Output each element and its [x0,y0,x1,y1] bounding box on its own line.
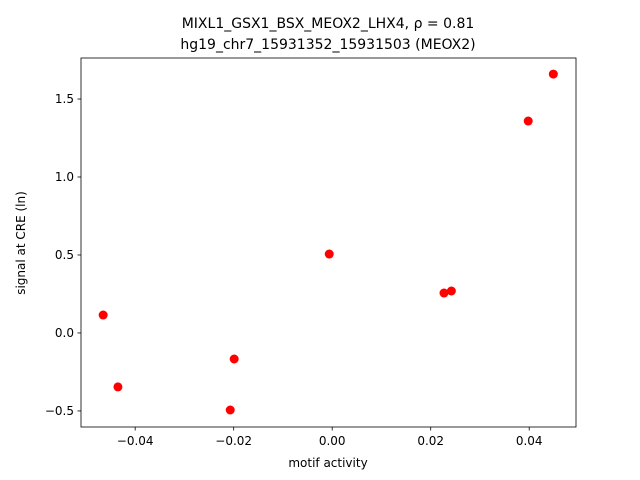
point [548,69,558,79]
point [113,382,123,392]
y-axis-label: signal at CRE (ln) [14,191,28,295]
point [523,116,533,126]
point [229,354,239,364]
x-tick-label: −0.02 [215,434,252,448]
chart-subtitle: hg19_chr7_15931352_15931503 (MEOX2) [180,37,475,53]
point [324,249,334,259]
point [225,405,235,415]
y-tick-label: 1.0 [55,170,74,184]
y-tick-label: −0.5 [45,404,74,418]
y-tick-label: 0.5 [55,248,74,262]
y-tick-label: 1.5 [55,92,74,106]
x-axis-label: motif activity [288,456,367,470]
plot-frame [80,57,577,428]
x-tick-label: −0.04 [117,434,154,448]
y-tick-label: 0.0 [55,326,74,340]
point [446,286,456,296]
chart-title: MIXL1_GSX1_BSX_MEOX2_LHX4, ρ = 0.81 [182,16,475,32]
point [98,310,108,320]
x-tick-label: 0.04 [516,434,543,448]
x-tick-label: 0.02 [417,434,444,448]
point [439,288,449,298]
x-tick-label: 0.00 [319,434,346,448]
